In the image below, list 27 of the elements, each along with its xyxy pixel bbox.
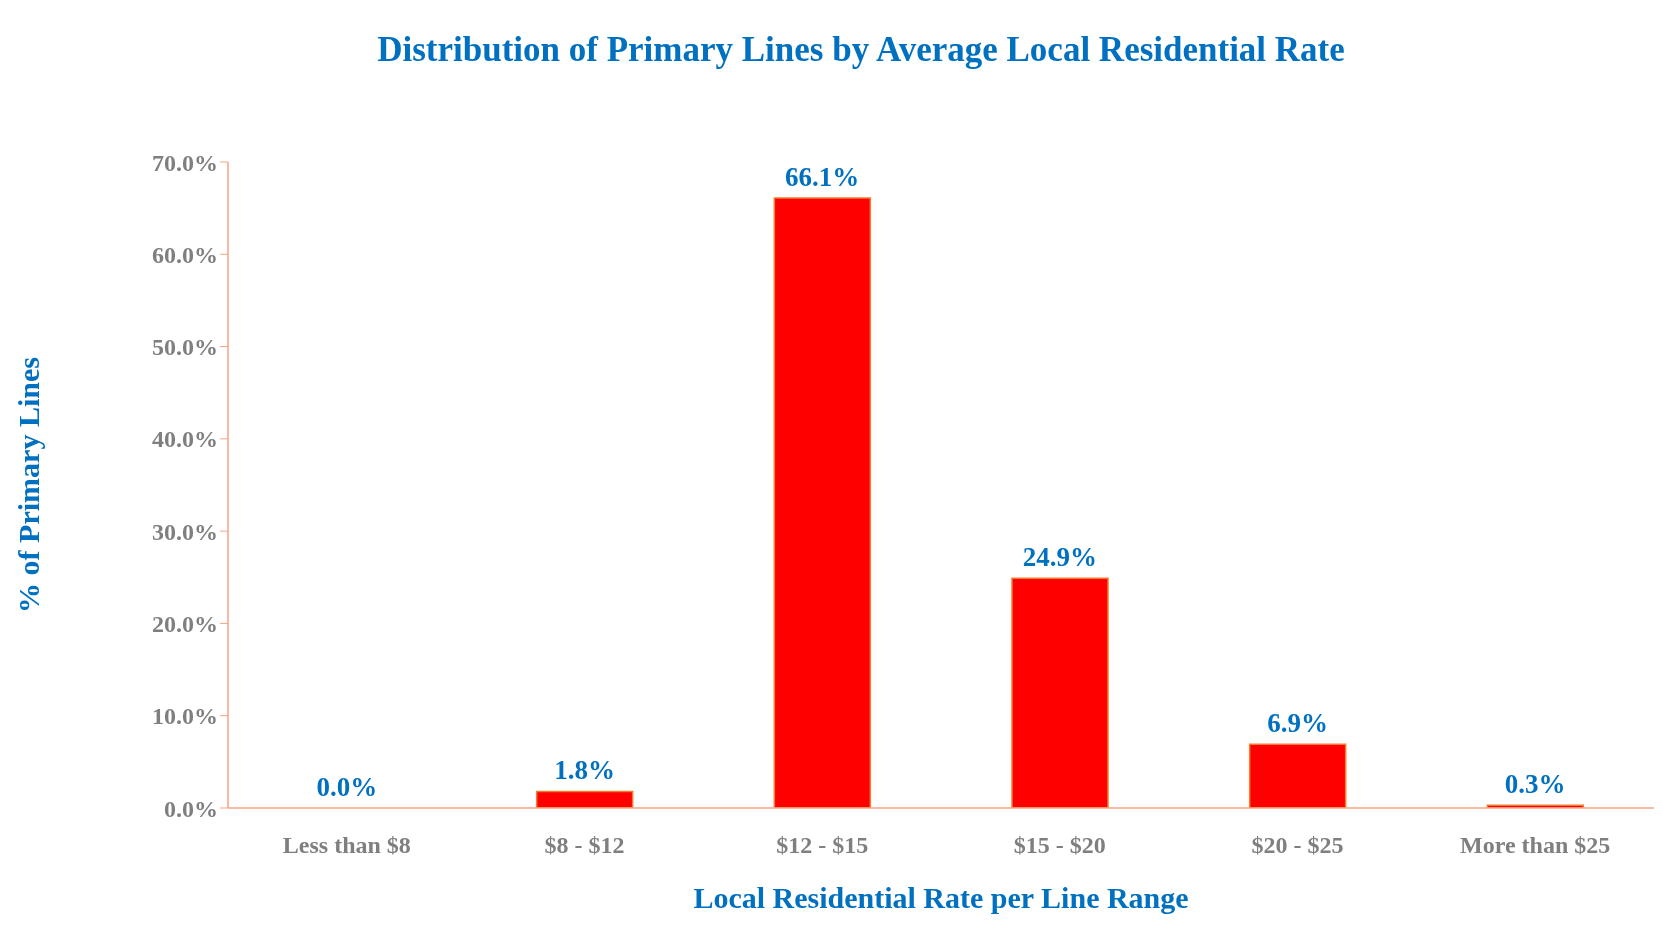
y-tick-label: 40.0%: [152, 426, 218, 453]
bar: [535, 790, 634, 808]
data-label: 24.9%: [1022, 542, 1097, 573]
bar: [773, 197, 872, 808]
y-tick-label: 70.0%: [152, 149, 218, 176]
data-label: 66.1%: [785, 161, 860, 192]
data-label: 0.0%: [316, 772, 378, 802]
y-axis-title: % of Primary Lines: [11, 357, 45, 613]
y-tick-label: 10.0%: [152, 703, 218, 730]
y-tick-label: 30.0%: [152, 518, 218, 545]
x-tick-label: More than $25: [1460, 832, 1611, 859]
bar: [1248, 743, 1347, 808]
x-tick-label: $20 - $25: [1251, 832, 1344, 859]
bar: [1011, 577, 1109, 808]
y-tick-label: 0.0%: [164, 795, 218, 822]
y-tick-label: 50.0%: [152, 334, 218, 361]
chart-title: Distribution of Primary Lines by Average Local Residential Rate: [376, 29, 1346, 71]
x-tick-label: $8 - $12: [544, 832, 625, 859]
y-tick-label: 20.0%: [152, 610, 218, 637]
data-label: 1.8%: [554, 755, 615, 786]
x-axis-title: Local Residential Rate per Line Range: [693, 881, 1189, 914]
x-tick-label: $15 - $20: [1013, 832, 1106, 859]
data-label: 6.9%: [1267, 708, 1328, 739]
y-tick-label: 60.0%: [152, 241, 218, 268]
data-label: 0.3%: [1504, 769, 1566, 800]
x-tick-label: Less than $8: [282, 832, 411, 859]
x-tick-label: $12 - $15: [776, 832, 869, 859]
